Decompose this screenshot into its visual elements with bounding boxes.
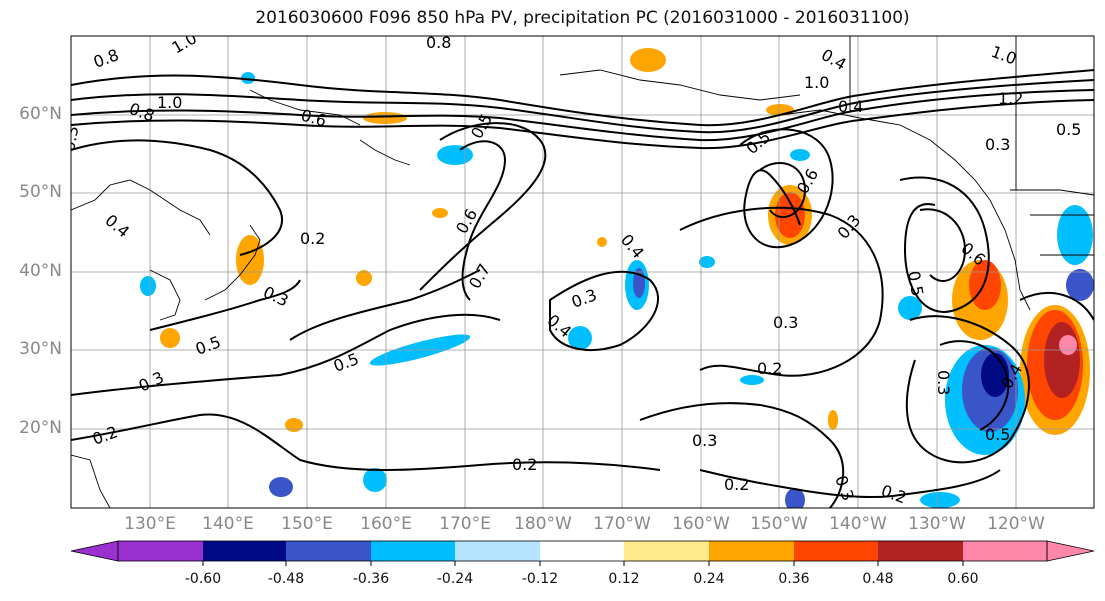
lon-label: 120°W	[987, 514, 1045, 534]
contour-label: 0.3	[834, 211, 865, 243]
contour-label: 0.5	[331, 349, 361, 376]
contour-label: 0.4	[818, 45, 850, 74]
lat-label: 20°N	[19, 418, 62, 438]
contour-label: 1.2	[998, 89, 1023, 108]
contour-label: 0.5	[985, 425, 1010, 444]
contour-label: 0.6	[452, 205, 481, 237]
contour-label: 0.2	[300, 229, 325, 248]
lon-label: 140°E	[202, 514, 254, 534]
contour-label: 0.6	[299, 106, 329, 131]
contour-label: 0.5	[904, 269, 927, 297]
contour-label: 1.0	[157, 93, 182, 112]
contour-label: 0.4	[617, 230, 648, 262]
lon-label: 160°W	[672, 514, 730, 534]
contour-label: 0.3	[260, 282, 291, 310]
lon-label: 180°W	[514, 514, 572, 534]
contour-label: 0.3	[692, 431, 717, 450]
lon-label: 150°W	[750, 514, 808, 534]
colorbar-tick-label: 0.60	[947, 571, 979, 587]
contour-label: 0.3	[569, 285, 599, 312]
lon-label: 160°E	[360, 514, 412, 534]
contour-label: 0.2	[90, 422, 120, 449]
colorbar-tick-label: 0.48	[862, 571, 894, 587]
contour-label: 0.3	[831, 473, 858, 503]
contour-label: 0.2	[879, 481, 909, 508]
contour-label: 0.5	[193, 332, 223, 359]
colorbar-extend-high	[1046, 540, 1095, 562]
contour-label: 0.3	[59, 124, 82, 152]
contour-label: 1.0	[169, 28, 201, 57]
lon-label: 170°E	[439, 514, 491, 534]
contour-label: 0.3	[985, 135, 1010, 154]
contour-label: 0.3	[136, 368, 167, 396]
lon-label: 130°W	[908, 514, 966, 534]
contour-label: 0.3	[934, 370, 953, 395]
contour-label: 0.2	[724, 475, 749, 494]
contour-label: 0.5	[1056, 120, 1081, 139]
colorbar-tick-label: -0.48	[267, 571, 305, 587]
lat-label: 60°N	[19, 104, 62, 124]
lat-label: 30°N	[19, 339, 62, 359]
colorbar-tick-label: 0.12	[608, 571, 640, 587]
contour-label: 0.4	[101, 211, 133, 242]
colorbar-tick-label: -0.24	[436, 571, 474, 587]
colorbar	[70, 540, 1095, 566]
contour-label: 1.0	[989, 42, 1019, 69]
lon-label: 130°E	[124, 514, 176, 534]
contour-label: 0.4	[838, 97, 863, 116]
lon-label: 140°W	[829, 514, 887, 534]
contour-label: 0.7	[465, 260, 494, 292]
contour-label: 0.8	[91, 45, 121, 72]
graticule	[71, 36, 1094, 508]
coastlines	[71, 36, 1094, 508]
colorbar-tick-label: 0.36	[778, 571, 810, 587]
lat-label: 50°N	[19, 182, 62, 202]
colorbar-tick-label: -0.12	[521, 571, 559, 587]
contour-label: 0.3	[773, 313, 798, 332]
contour-label: 1.0	[804, 73, 829, 92]
chart-title: 2016030600 F096 850 hPa PV, precipitatio…	[255, 8, 910, 28]
colorbar-tick-label: -0.36	[352, 571, 390, 587]
pv-contours	[71, 69, 1094, 508]
lon-label: 170°W	[593, 514, 651, 534]
contour-label: 0.2	[757, 359, 782, 378]
lat-label: 40°N	[19, 261, 62, 281]
colorbar-tick-label: 0.24	[693, 571, 725, 587]
colorbar-extend-low	[70, 540, 119, 562]
contour-label: 0.2	[512, 455, 537, 474]
lon-label: 150°E	[281, 514, 333, 534]
contour-label: 0.8	[426, 33, 451, 52]
colorbar-tick-label: -0.60	[184, 571, 222, 587]
